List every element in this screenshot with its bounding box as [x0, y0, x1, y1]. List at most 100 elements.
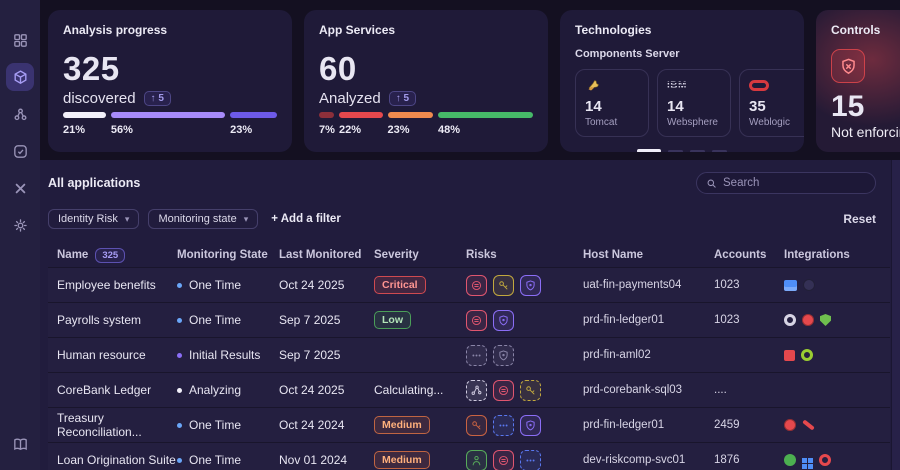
discovered-label: discovered [63, 90, 136, 107]
risk-scatter-icon[interactable] [466, 379, 487, 401]
severity-badge: Medium [374, 451, 430, 469]
reset-button[interactable]: Reset [843, 212, 876, 226]
integration-donut-icon [819, 454, 831, 466]
bar-label: 21% [63, 124, 86, 136]
delta-badge: ↑ 5 [388, 91, 417, 106]
column-name[interactable]: Name [57, 249, 89, 261]
column-severity[interactable]: Severity [374, 249, 419, 261]
table-row[interactable]: Loan Origination Suite One Time Nov 01 2… [48, 442, 890, 470]
risk-person-icon[interactable] [466, 449, 487, 470]
card-title: App Services [319, 23, 396, 37]
integration-icons [784, 419, 890, 431]
bar-segment [319, 112, 334, 118]
integration-shield-icon [820, 314, 831, 326]
risk-coin-icon[interactable] [466, 274, 487, 296]
risk-icons [466, 344, 583, 366]
risk-coin-icon[interactable] [466, 309, 487, 331]
filter-identity-risk[interactable]: Identity Risk ▾ [48, 209, 140, 229]
app-name[interactable]: Human resource [57, 348, 146, 362]
cube-icon[interactable] [6, 63, 34, 91]
risk-dots-icon[interactable] [466, 344, 487, 366]
integration-blob-icon [784, 419, 796, 431]
host-name: dev-riskcomp-svc01 [583, 454, 686, 466]
column-last-monitored[interactable]: Last Monitored [279, 249, 362, 261]
state-dot [177, 422, 182, 428]
integration-blob-icon [803, 279, 815, 291]
risk-shield-icon[interactable] [520, 414, 541, 436]
column-risks[interactable]: Risks [466, 249, 497, 261]
host-name: prd-fin-ledger01 [583, 419, 665, 431]
gear-icon[interactable] [6, 211, 34, 239]
last-monitored: Sep 7 2025 [279, 348, 341, 362]
risk-key-icon[interactable] [466, 414, 487, 436]
risk-shield-icon[interactable] [493, 309, 514, 331]
analyzed-count: 60 [319, 50, 357, 87]
app-name[interactable]: Treasury Reconciliation... [57, 411, 142, 439]
pagination-active[interactable] [637, 149, 661, 152]
table-row[interactable]: Payrolls system One Time Sep 7 2025 Low … [48, 302, 890, 337]
components-server-label: Components Server [575, 48, 680, 60]
integration-icons [784, 454, 890, 466]
tomcat-tile[interactable]: 14 Tomcat [575, 69, 649, 137]
add-filter-button[interactable]: + Add a filter [271, 213, 341, 225]
risk-dots-icon[interactable] [493, 414, 514, 436]
not-enforcing-label: Not enforcing [831, 124, 900, 140]
websphere-tile[interactable]: IBM 14 Websphere [657, 69, 731, 137]
bar-segment [110, 112, 226, 118]
pagination-dot[interactable] [690, 149, 705, 152]
app-name[interactable]: Loan Origination Suite [57, 453, 176, 467]
check-square-icon[interactable] [6, 137, 34, 165]
risk-dots-icon[interactable] [520, 449, 541, 470]
integration-icons [784, 349, 890, 361]
tomcat-icon [585, 77, 639, 93]
app-name[interactable]: Employee benefits [57, 278, 156, 292]
scrollbar-track[interactable] [891, 160, 900, 470]
integration-donut-icon [784, 314, 796, 326]
table-row[interactable]: Human resource Initial Results Sep 7 202… [48, 337, 890, 372]
table-body: Employee benefits One Time Oct 24 2025 C… [48, 267, 890, 470]
column-monitoring-state[interactable]: Monitoring State [177, 249, 268, 261]
all-applications-title: All applications [48, 176, 141, 190]
integration-circle-icon [784, 454, 796, 466]
tiles-pagination[interactable] [575, 149, 789, 152]
state-dot [177, 387, 182, 393]
table-row[interactable]: Employee benefits One Time Oct 24 2025 C… [48, 267, 890, 302]
filter-monitoring-state[interactable]: Monitoring state ▾ [148, 209, 259, 229]
bar-segment [63, 112, 106, 118]
risk-shield-icon[interactable] [520, 274, 541, 296]
chevron-down-icon: ▾ [124, 213, 130, 224]
risk-coin-icon[interactable] [493, 379, 514, 401]
search-box[interactable] [696, 172, 876, 194]
column-accounts[interactable]: Accounts [714, 249, 767, 261]
x-tools-icon[interactable] [6, 174, 34, 202]
book-icon[interactable] [6, 430, 34, 458]
risk-icons [466, 379, 583, 401]
severity-badge: Medium [374, 416, 430, 434]
app-name[interactable]: CoreBank Ledger [57, 383, 152, 397]
oracle-icon [749, 77, 803, 93]
app-name[interactable]: Payrolls system [57, 313, 142, 327]
state-label: One Time [189, 418, 242, 432]
risk-shield-icon[interactable] [493, 344, 514, 366]
column-integrations[interactable]: Integrations [784, 249, 850, 261]
table-row[interactable]: CoreBank Ledger Analyzing Oct 24 2025 Ca… [48, 372, 890, 407]
grid-icon[interactable] [6, 26, 34, 54]
state-label: One Time [189, 313, 242, 327]
pagination-dot[interactable] [668, 149, 683, 152]
integration-donut-icon [801, 349, 813, 361]
nodes-icon[interactable] [6, 100, 34, 128]
risk-coin-icon[interactable] [493, 449, 514, 470]
card-title: Controls [831, 23, 881, 37]
risk-key-icon[interactable] [520, 379, 541, 401]
table-row[interactable]: Treasury Reconciliation... One Time Oct … [48, 407, 890, 442]
controls-card: Controls 15 Not enforcing [816, 10, 900, 152]
risk-key-icon[interactable] [493, 274, 514, 296]
pagination-dot[interactable] [712, 149, 727, 152]
tile-value: 14 [585, 98, 602, 115]
weblogic-tile[interactable]: 35 Weblogic [739, 69, 804, 137]
search-input[interactable] [723, 177, 853, 189]
accounts-count: 2459 [714, 419, 740, 431]
severity-badge: Calculating... [374, 383, 444, 397]
column-host-name[interactable]: Host Name [583, 249, 644, 261]
bar-segment [230, 112, 277, 118]
